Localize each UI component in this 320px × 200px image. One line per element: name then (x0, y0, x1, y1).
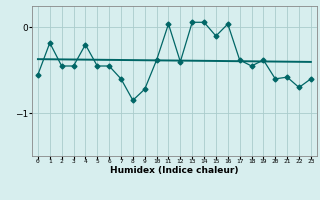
X-axis label: Humidex (Indice chaleur): Humidex (Indice chaleur) (110, 166, 239, 175)
